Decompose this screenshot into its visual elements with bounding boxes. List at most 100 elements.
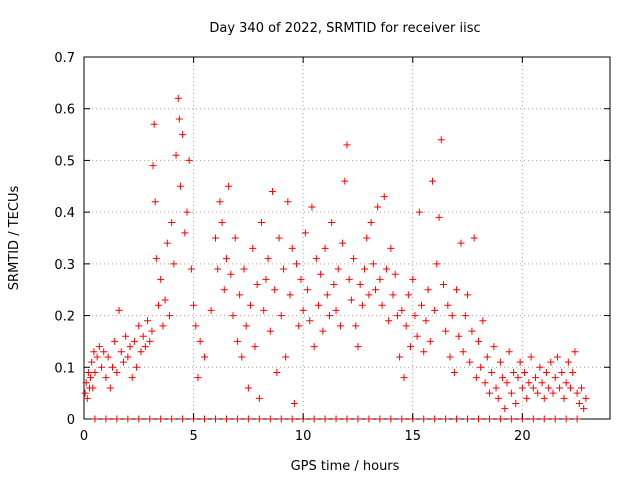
data-point: [393, 312, 401, 320]
data-point: [117, 348, 125, 356]
data-point: [196, 337, 204, 345]
data-point: [249, 244, 257, 252]
data-point: [580, 405, 588, 413]
data-point: [470, 234, 478, 242]
chart-title: Day 340 of 2022, SRMTID for receiver iis…: [209, 21, 480, 36]
data-point: [358, 301, 366, 309]
data-point: [315, 301, 323, 309]
data-point: [81, 389, 89, 397]
y-axis-label: SRMTID / TECUs: [7, 186, 22, 291]
data-point: [151, 198, 159, 206]
data-point: [155, 301, 163, 309]
data-point: [95, 343, 103, 351]
data-point: [323, 291, 331, 299]
data-point: [310, 415, 318, 423]
data-point: [477, 363, 485, 371]
data-point: [290, 399, 298, 407]
data-point: [503, 379, 511, 387]
data-point: [490, 343, 498, 351]
data-point: [542, 368, 550, 376]
data-point: [547, 358, 555, 366]
data-point: [558, 368, 566, 376]
data-point: [183, 208, 191, 216]
data-point: [365, 291, 373, 299]
data-point: [165, 312, 173, 320]
data-point: [82, 379, 90, 387]
data-point: [295, 322, 303, 330]
data-point: [124, 353, 132, 361]
grid-layer: [84, 57, 610, 419]
data-point: [553, 353, 561, 361]
data-point: [369, 260, 377, 268]
data-point: [536, 363, 544, 371]
data-point: [378, 301, 386, 309]
x-tick-label: 15: [404, 429, 421, 444]
data-point: [238, 353, 246, 361]
data-point: [573, 389, 581, 397]
data-point: [422, 317, 430, 325]
data-point: [113, 368, 121, 376]
data-point: [339, 239, 347, 247]
data-point: [317, 270, 325, 278]
y-tick-label: 0: [67, 413, 75, 428]
data-point: [284, 198, 292, 206]
data-point: [540, 415, 548, 423]
data-point: [163, 239, 171, 247]
data-point: [93, 353, 101, 361]
data-point: [310, 343, 318, 351]
data-point: [212, 415, 219, 423]
data-point: [244, 415, 252, 423]
data-point: [273, 368, 281, 376]
data-point: [413, 332, 421, 340]
data-point: [411, 312, 419, 320]
data-point: [367, 218, 375, 226]
data-point: [444, 301, 452, 309]
data-point: [207, 306, 215, 314]
y-tick-label: 0.4: [54, 206, 75, 221]
data-point: [453, 286, 461, 294]
data-point: [181, 229, 189, 237]
data-point: [400, 374, 408, 382]
data-point: [431, 415, 439, 423]
data-point: [330, 281, 338, 289]
data-point: [415, 208, 423, 216]
data-point: [141, 343, 149, 351]
data-point: [446, 353, 454, 361]
data-point: [494, 394, 502, 402]
data-point: [350, 255, 358, 263]
data-point: [529, 415, 537, 423]
data-point: [527, 353, 535, 361]
data-point: [319, 327, 327, 335]
data-point: [130, 337, 138, 345]
data-point: [376, 415, 384, 423]
data-point: [391, 270, 399, 278]
data-point: [407, 343, 415, 351]
y-tick-label: 0.7: [54, 51, 75, 66]
x-tick-label: 20: [514, 429, 531, 444]
data-point: [174, 94, 182, 102]
data-point: [299, 306, 307, 314]
data-point: [450, 368, 458, 376]
data-point: [231, 234, 239, 242]
data-point: [466, 358, 474, 366]
data-point: [126, 343, 134, 351]
data-point: [104, 353, 112, 361]
data-point: [137, 348, 145, 356]
data-point: [255, 415, 263, 423]
marks-layer: [81, 94, 590, 423]
data-point: [549, 389, 557, 397]
data-point: [341, 177, 349, 185]
data-point: [365, 415, 373, 423]
data-point: [277, 312, 285, 320]
data-point: [176, 182, 184, 190]
data-point: [545, 384, 553, 392]
data-point: [505, 348, 513, 356]
data-point: [146, 337, 154, 345]
data-point: [258, 218, 266, 226]
data-point: [306, 317, 314, 325]
data-point: [214, 265, 222, 273]
data-point: [551, 374, 559, 382]
data-point: [236, 291, 244, 299]
y-tick-label: 0.1: [54, 361, 75, 376]
